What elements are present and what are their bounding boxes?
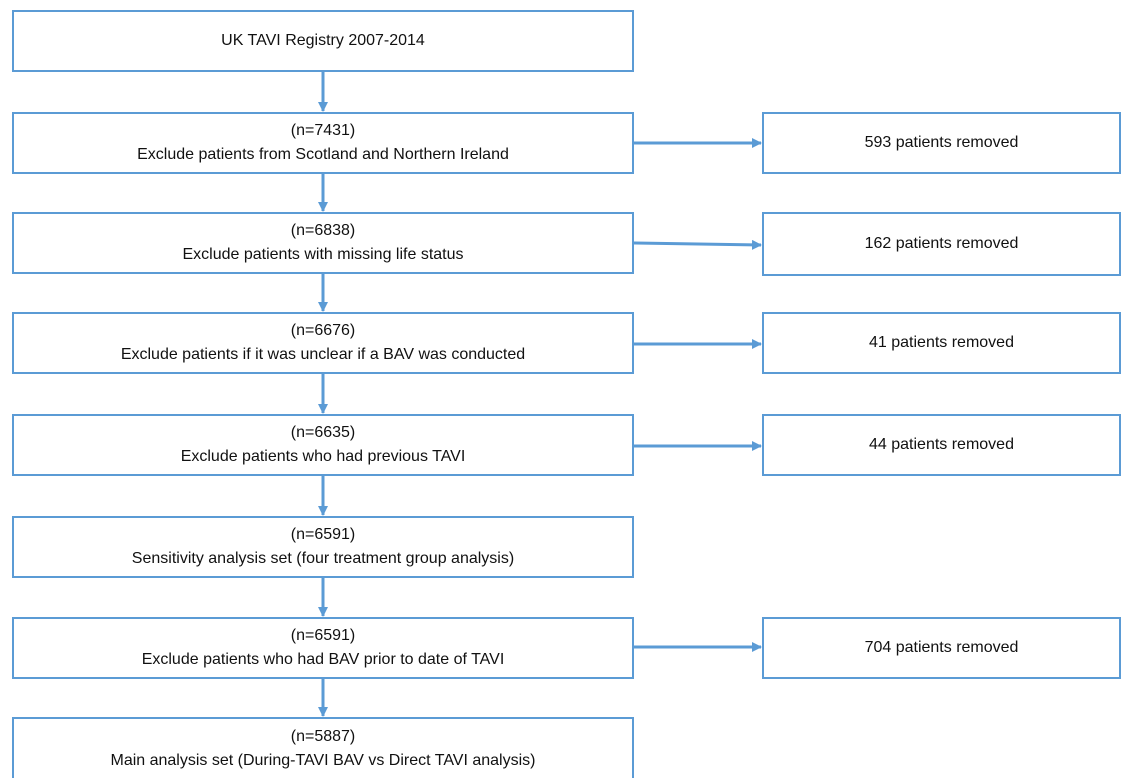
step-text: Exclude patients if it was unclear if a …: [120, 346, 526, 363]
step-count: (n=6838): [290, 222, 356, 239]
step-box: (n=6838) Exclude patients with missing li…: [12, 212, 634, 274]
removed-text: 593 patients removed: [864, 134, 1019, 151]
arrow-group: [318, 72, 762, 717]
step-box: (n=6676) Exclude patients if it was uncle…: [12, 312, 634, 374]
removed-box: 41 patients removed: [762, 312, 1121, 374]
step-count: (n=6676): [290, 322, 356, 339]
arrow: [633, 239, 762, 250]
removed-text: 44 patients removed: [869, 436, 1014, 453]
removed-box: 44 patients removed: [762, 414, 1121, 476]
step-box: (n=6591) Sensitivity analysis set (four t…: [12, 516, 634, 578]
step-box: UK TAVI Registry 2007-2014: [12, 10, 634, 72]
step-box: (n=5887) Main analysis set (During-TAVI B…: [12, 717, 634, 778]
removed-box: 593 patients removed: [762, 112, 1121, 174]
step-count: (n=6591): [290, 627, 356, 644]
step-box: (n=6591) Exclude patients who had BAV pri…: [12, 617, 634, 679]
step-text: Main analysis set (During-TAVI BAV vs Di…: [110, 751, 536, 769]
step-text: Exclude patients from Scotland and North…: [137, 146, 509, 163]
step-count: (n=7431): [290, 122, 356, 139]
removed-text: 704 patients removed: [864, 639, 1019, 656]
step-count: (n=6635): [290, 424, 356, 441]
step-count: (n=5887): [290, 727, 356, 745]
step-box: (n=6635) Exclude patients who had previou…: [12, 414, 634, 476]
step-text: UK TAVI Registry 2007-2014: [221, 32, 425, 49]
step-text: Exclude patients with missing life statu…: [182, 246, 464, 263]
removed-box: 704 patients removed: [762, 617, 1121, 679]
step-count: (n=6591): [290, 526, 356, 543]
removed-box: 162 patients removed: [762, 212, 1121, 276]
step-box: (n=7431) Exclude patients from Scotland a…: [12, 112, 634, 174]
step-text: Sensitivity analysis set (four treatment…: [131, 550, 515, 567]
step-text: Exclude patients who had BAV prior to da…: [141, 651, 505, 668]
removed-text: 162 patients removed: [864, 235, 1019, 252]
step-text: Exclude patients who had previous TAVI: [180, 448, 466, 465]
removed-text: 41 patients removed: [869, 334, 1014, 351]
